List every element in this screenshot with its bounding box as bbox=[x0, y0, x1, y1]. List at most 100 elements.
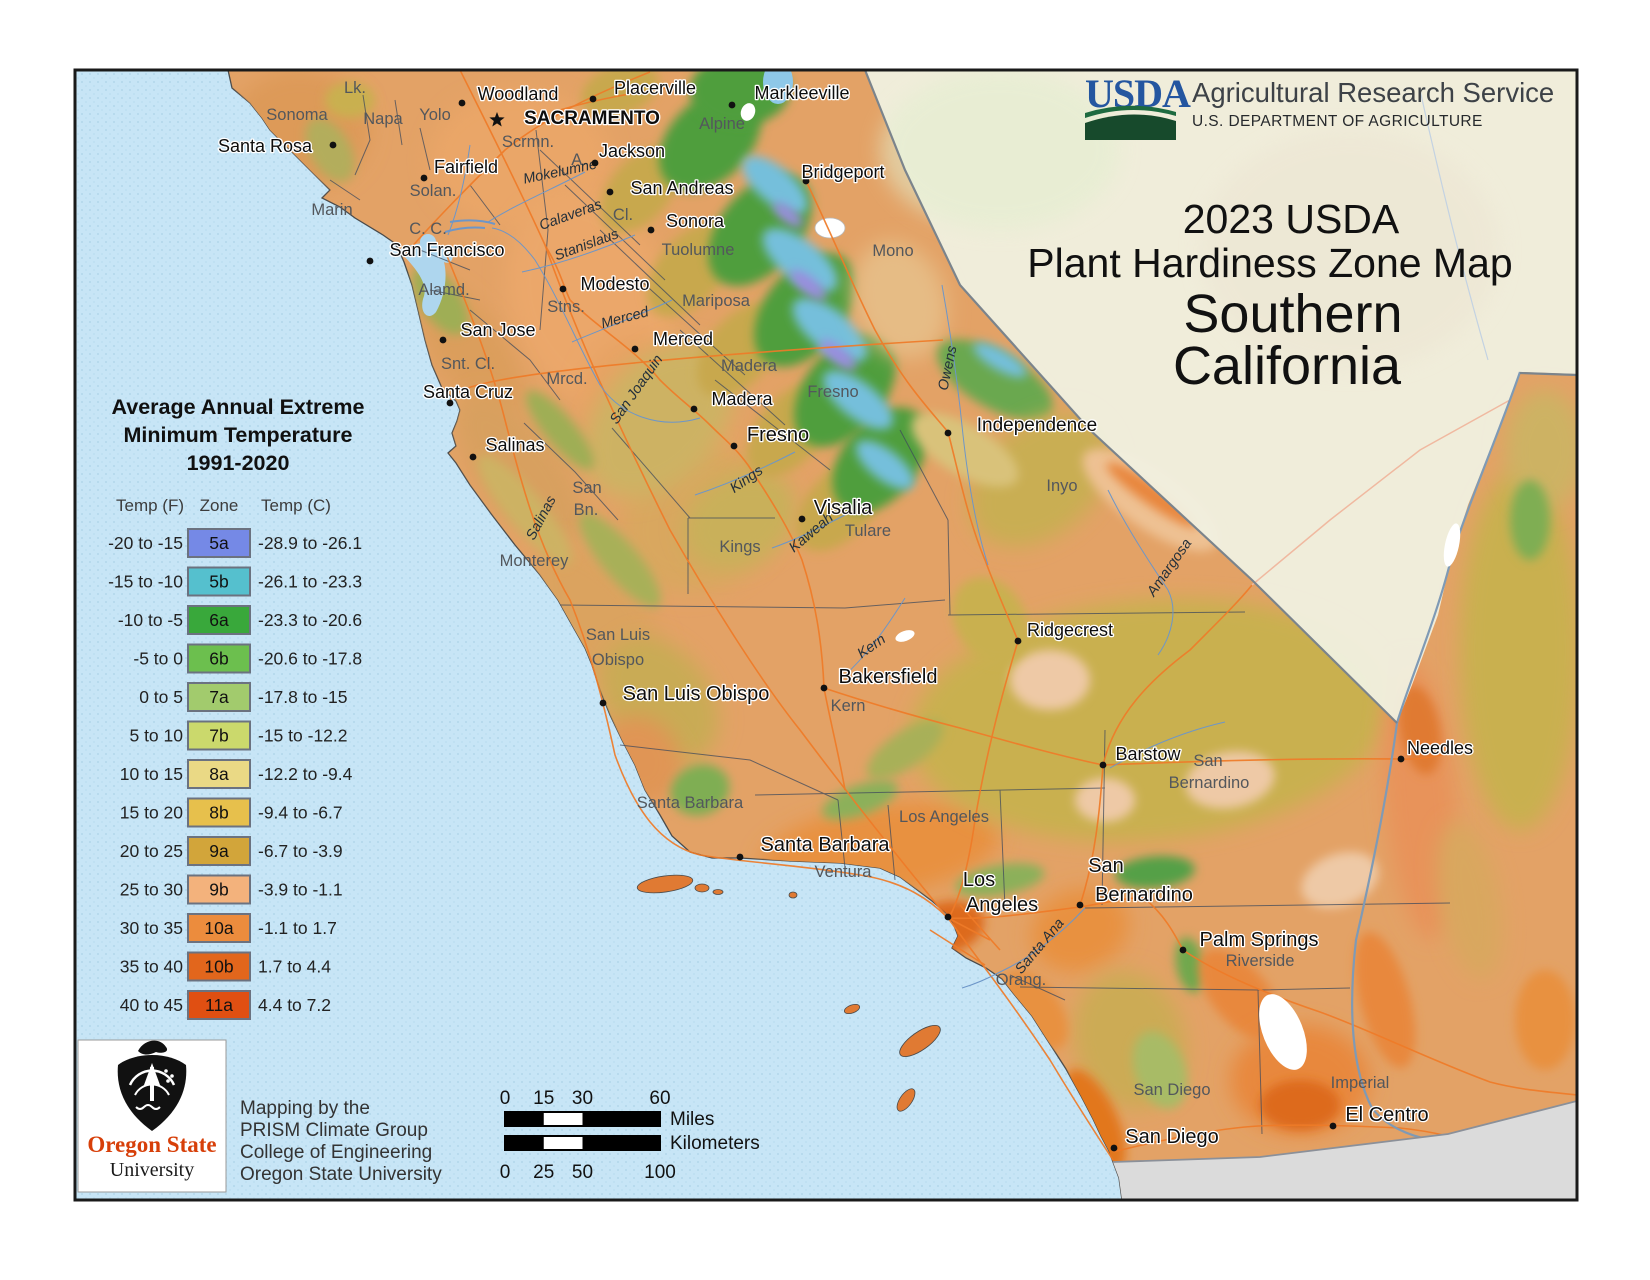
city-dot-icon bbox=[446, 399, 454, 407]
svg-text:-20 to -15: -20 to -15 bbox=[108, 533, 183, 553]
osu-logo: Oregon State University bbox=[77, 1039, 227, 1193]
county-label: Orang. bbox=[996, 971, 1046, 989]
scale-miles-tick: 60 bbox=[649, 1088, 670, 1109]
county-label: Mono bbox=[872, 242, 913, 260]
city-dot-icon bbox=[439, 336, 447, 344]
city-label: Markleeville bbox=[754, 83, 849, 103]
mexico-region bbox=[1112, 1100, 1577, 1200]
county-label: Los Angeles bbox=[899, 808, 989, 826]
city-label: Bernardino bbox=[1095, 884, 1193, 906]
city-dot-icon bbox=[944, 429, 952, 437]
osu-wordmark-orange: Oregon State bbox=[87, 1132, 216, 1157]
channel-islands bbox=[636, 874, 941, 1112]
city-dot-icon bbox=[802, 177, 810, 185]
colorado-river bbox=[1351, 371, 1522, 1142]
county-label: Alamd. bbox=[418, 281, 469, 299]
county-label: San bbox=[1193, 752, 1222, 770]
zone-swatch bbox=[187, 643, 251, 674]
svg-text:-28.9 to -26.1: -28.9 to -26.1 bbox=[258, 533, 362, 553]
city-label: Madera bbox=[711, 389, 773, 409]
city-dot-icon bbox=[606, 188, 614, 196]
county-label: Monterey bbox=[500, 552, 570, 570]
legend-col-tempc: Temp (C) bbox=[261, 496, 331, 515]
county-label: Kern bbox=[831, 697, 866, 715]
city-label: SACRAMENTO bbox=[524, 108, 660, 129]
legend-row: 0 to 5 7a -17.8 to -15 bbox=[139, 682, 348, 712]
county-label: Alpine bbox=[699, 115, 745, 133]
city-dot-icon bbox=[1099, 761, 1107, 769]
county-label: Inyo bbox=[1046, 477, 1077, 495]
title-line3: Southern bbox=[1183, 284, 1402, 344]
county-label: C. C. bbox=[409, 220, 447, 238]
city-label: San Francisco bbox=[389, 240, 504, 260]
svg-text:9b: 9b bbox=[209, 880, 228, 900]
credit-line: Mapping by the bbox=[240, 1098, 370, 1119]
svg-text:6b: 6b bbox=[209, 649, 228, 669]
svg-text:-10 to -5: -10 to -5 bbox=[118, 610, 183, 630]
zone-swatch bbox=[187, 759, 251, 789]
svg-text:-17.8 to -15: -17.8 to -15 bbox=[258, 687, 348, 707]
svg-text:5a: 5a bbox=[209, 533, 229, 553]
svg-text:7b: 7b bbox=[209, 726, 228, 746]
county-label: Tuolumne bbox=[662, 241, 735, 259]
svg-text:5b: 5b bbox=[209, 572, 228, 592]
county-label: Sonoma bbox=[266, 106, 328, 124]
county-label: Lk. bbox=[344, 79, 366, 97]
city-label: Jackson bbox=[599, 141, 665, 161]
svg-text:-5 to 0: -5 to 0 bbox=[133, 649, 183, 669]
city-label: San Jose bbox=[460, 320, 535, 340]
legend-row: -5 to 0 6b -20.6 to -17.8 bbox=[133, 643, 362, 674]
county-label: Mariposa bbox=[682, 292, 751, 310]
scale-kilometers-tick: 0 bbox=[500, 1162, 511, 1183]
city-label: Merced bbox=[653, 329, 713, 349]
zone-swatch bbox=[187, 528, 251, 558]
county-label: A. bbox=[571, 151, 587, 169]
salton-sea bbox=[1259, 994, 1307, 1070]
scale-kilometers-tick: 100 bbox=[644, 1162, 676, 1183]
svg-text:15 to 20: 15 to 20 bbox=[120, 803, 184, 823]
city-label: Santa Rosa bbox=[218, 136, 313, 156]
city-label: San Andreas bbox=[630, 178, 733, 198]
city-label: El Centro bbox=[1345, 1104, 1428, 1126]
title-line4: California bbox=[1173, 336, 1402, 396]
county-label: Solan. bbox=[410, 182, 457, 200]
city-dot-icon bbox=[798, 515, 806, 523]
city-label: Bakersfield bbox=[839, 666, 938, 688]
credit-line: PRISM Climate Group bbox=[240, 1120, 428, 1141]
county-label: Obispo bbox=[592, 651, 644, 669]
city-label: Salinas bbox=[485, 435, 544, 455]
city-dot-icon bbox=[1329, 1122, 1337, 1130]
svg-text:-26.1 to -23.3: -26.1 to -23.3 bbox=[258, 572, 362, 592]
county-label: Kings bbox=[719, 538, 760, 556]
legend-row: 40 to 45 11a 4.4 to 7.2 bbox=[120, 990, 331, 1020]
scale-miles-label: Miles bbox=[670, 1109, 714, 1130]
city-label: Needles bbox=[1407, 738, 1473, 758]
legend-title-line3: 1991-2020 bbox=[187, 451, 290, 475]
county-label: Riverside bbox=[1226, 952, 1295, 970]
osu-wordmark-black: University bbox=[110, 1159, 194, 1181]
svg-text:0 to 5: 0 to 5 bbox=[139, 687, 183, 707]
legend-row: 35 to 40 10b 1.7 to 4.4 bbox=[120, 951, 331, 982]
svg-text:-20.6 to -17.8: -20.6 to -17.8 bbox=[258, 649, 362, 669]
legend-row: 20 to 25 9a -6.7 to -3.9 bbox=[120, 836, 343, 866]
zone-swatch bbox=[187, 836, 251, 866]
zone-swatch bbox=[187, 951, 251, 982]
city-label: Modesto bbox=[580, 274, 649, 294]
city-label: Fairfield bbox=[434, 157, 498, 177]
zone-swatch bbox=[187, 874, 251, 905]
city-dot-icon bbox=[589, 95, 597, 103]
city-dot-icon bbox=[591, 159, 599, 167]
svg-text:40 to 45: 40 to 45 bbox=[120, 995, 183, 1015]
city-dot-icon bbox=[469, 453, 477, 461]
usda-agency: Agricultural Research Service bbox=[1192, 77, 1554, 108]
out-of-state-region bbox=[865, 70, 1577, 723]
usda-swoosh-icon bbox=[1085, 105, 1176, 118]
city-dot-icon bbox=[1397, 755, 1405, 763]
county-label: Tulare bbox=[845, 522, 891, 540]
svg-text:10 to 15: 10 to 15 bbox=[120, 764, 183, 784]
svg-text:10a: 10a bbox=[204, 918, 233, 938]
usda-field-icon bbox=[1085, 114, 1176, 140]
svg-text:30 to 35: 30 to 35 bbox=[120, 918, 183, 938]
